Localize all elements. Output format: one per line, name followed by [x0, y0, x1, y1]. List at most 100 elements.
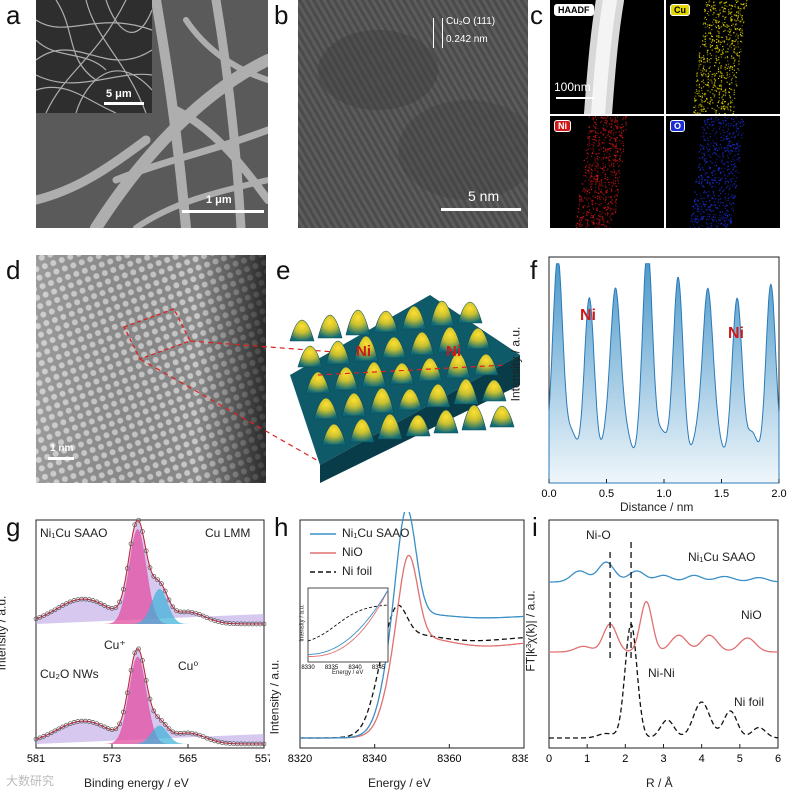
- eds-dot: [714, 170, 716, 172]
- eds-dot: [727, 102, 729, 104]
- eds-dot: [707, 72, 709, 74]
- eds-dot: [603, 207, 605, 209]
- eds-dot: [715, 133, 717, 135]
- f-xtick-label: 2.0: [771, 488, 786, 500]
- eds-dot: [610, 119, 612, 121]
- eds-dot: [590, 217, 592, 219]
- h-xtick-label: 8380: [512, 753, 528, 765]
- eds-dot: [738, 160, 741, 162]
- tem-image: Cu₂O (111) 0.242 nm 5 nm: [298, 0, 528, 228]
- map-haadf: HAADF 100nm: [550, 0, 664, 114]
- eds-dot: [590, 188, 593, 190]
- eds-dot: [616, 128, 618, 130]
- eds-dot: [727, 76, 729, 78]
- eds-dot: [727, 210, 729, 212]
- eds-dot: [588, 224, 590, 227]
- eds-dot: [706, 12, 708, 15]
- xps-data-point: [155, 714, 160, 720]
- surface-peak: [489, 405, 515, 428]
- eds-dot: [620, 136, 622, 138]
- eds-dot: [702, 74, 704, 76]
- eds-dot: [703, 72, 705, 74]
- eds-dot: [609, 155, 611, 157]
- eds-dot: [703, 186, 705, 188]
- eds-dot: [725, 136, 727, 138]
- eds-dot: [716, 144, 718, 146]
- eds-dot: [721, 223, 723, 225]
- eds-dot: [621, 161, 623, 163]
- eds-dot: [703, 146, 705, 148]
- eds-dot: [577, 207, 579, 209]
- eds-dot: [733, 202, 735, 204]
- eds-dot: [625, 116, 627, 118]
- eds-dot: [727, 223, 729, 225]
- eds-dot: [729, 87, 731, 90]
- eds-dot: [592, 141, 594, 144]
- eds-dot: [598, 142, 600, 144]
- eds-dot: [705, 203, 707, 206]
- eds-dot: [718, 50, 720, 52]
- eds-dot: [722, 15, 724, 17]
- eds-dot: [604, 225, 606, 227]
- eds-dot: [719, 41, 721, 43]
- eds-dot: [707, 118, 709, 120]
- eds-dot: [617, 126, 619, 128]
- eds-dot: [729, 179, 731, 181]
- eds-dot: [586, 211, 588, 213]
- eds-dot: [616, 137, 618, 139]
- eds-dot: [598, 144, 600, 147]
- eds-dot: [714, 165, 716, 167]
- eds-dot: [726, 1, 728, 3]
- eds-dot: [730, 4, 732, 6]
- eds-dot: [611, 190, 613, 192]
- eds-dot: [698, 64, 700, 66]
- eds-dot: [715, 16, 717, 19]
- eds-dot: [743, 3, 745, 5]
- panel-e: e Ni Ni: [270, 255, 528, 485]
- eds-dot: [582, 200, 584, 202]
- eds-dot: [739, 145, 741, 147]
- eds-dot: [714, 148, 716, 150]
- eds-dot: [600, 184, 602, 186]
- eds-dot: [720, 179, 722, 181]
- eds-dot: [601, 213, 603, 215]
- xps-fill-cu-plus: [102, 529, 171, 624]
- eds-dot: [601, 117, 603, 119]
- eds-dot: [734, 76, 736, 78]
- eds-dot: [707, 148, 709, 150]
- eds-dot: [609, 142, 611, 144]
- eds-dot: [731, 55, 733, 57]
- eds-dot: [726, 38, 728, 40]
- eds-dot: [586, 152, 588, 154]
- eds-dot: [713, 121, 715, 123]
- eds-dot: [719, 43, 721, 45]
- eds-dot: [739, 21, 741, 23]
- eds-dot: [729, 145, 732, 147]
- eds-dot: [719, 126, 721, 128]
- eds-dot: [716, 13, 718, 15]
- eds-dot: [739, 13, 741, 15]
- eds-dot: [702, 132, 704, 134]
- eds-dot: [724, 66, 726, 68]
- g-cu-zero: Cu⁰: [178, 659, 199, 673]
- eds-dot: [621, 123, 623, 125]
- eds-dot: [705, 23, 707, 25]
- xps-data-point: [159, 717, 164, 723]
- eds-dot: [733, 132, 735, 134]
- panel-d: d 1 nm: [0, 255, 270, 485]
- eds-dot: [719, 91, 721, 93]
- xps-data-point: [147, 696, 153, 702]
- eds-dot: [712, 174, 714, 176]
- eds-dot: [707, 11, 709, 13]
- eds-dot: [707, 119, 709, 121]
- eds-dot: [702, 40, 704, 42]
- eds-dot: [618, 183, 620, 185]
- eds-dot: [722, 101, 724, 103]
- eds-dot: [604, 117, 606, 119]
- eds-dot: [592, 146, 594, 148]
- eds-dot: [731, 15, 733, 18]
- eds-dot: [742, 121, 744, 123]
- eds-dot: [595, 209, 598, 211]
- surface-peak: [425, 383, 451, 408]
- eds-dot: [723, 138, 725, 140]
